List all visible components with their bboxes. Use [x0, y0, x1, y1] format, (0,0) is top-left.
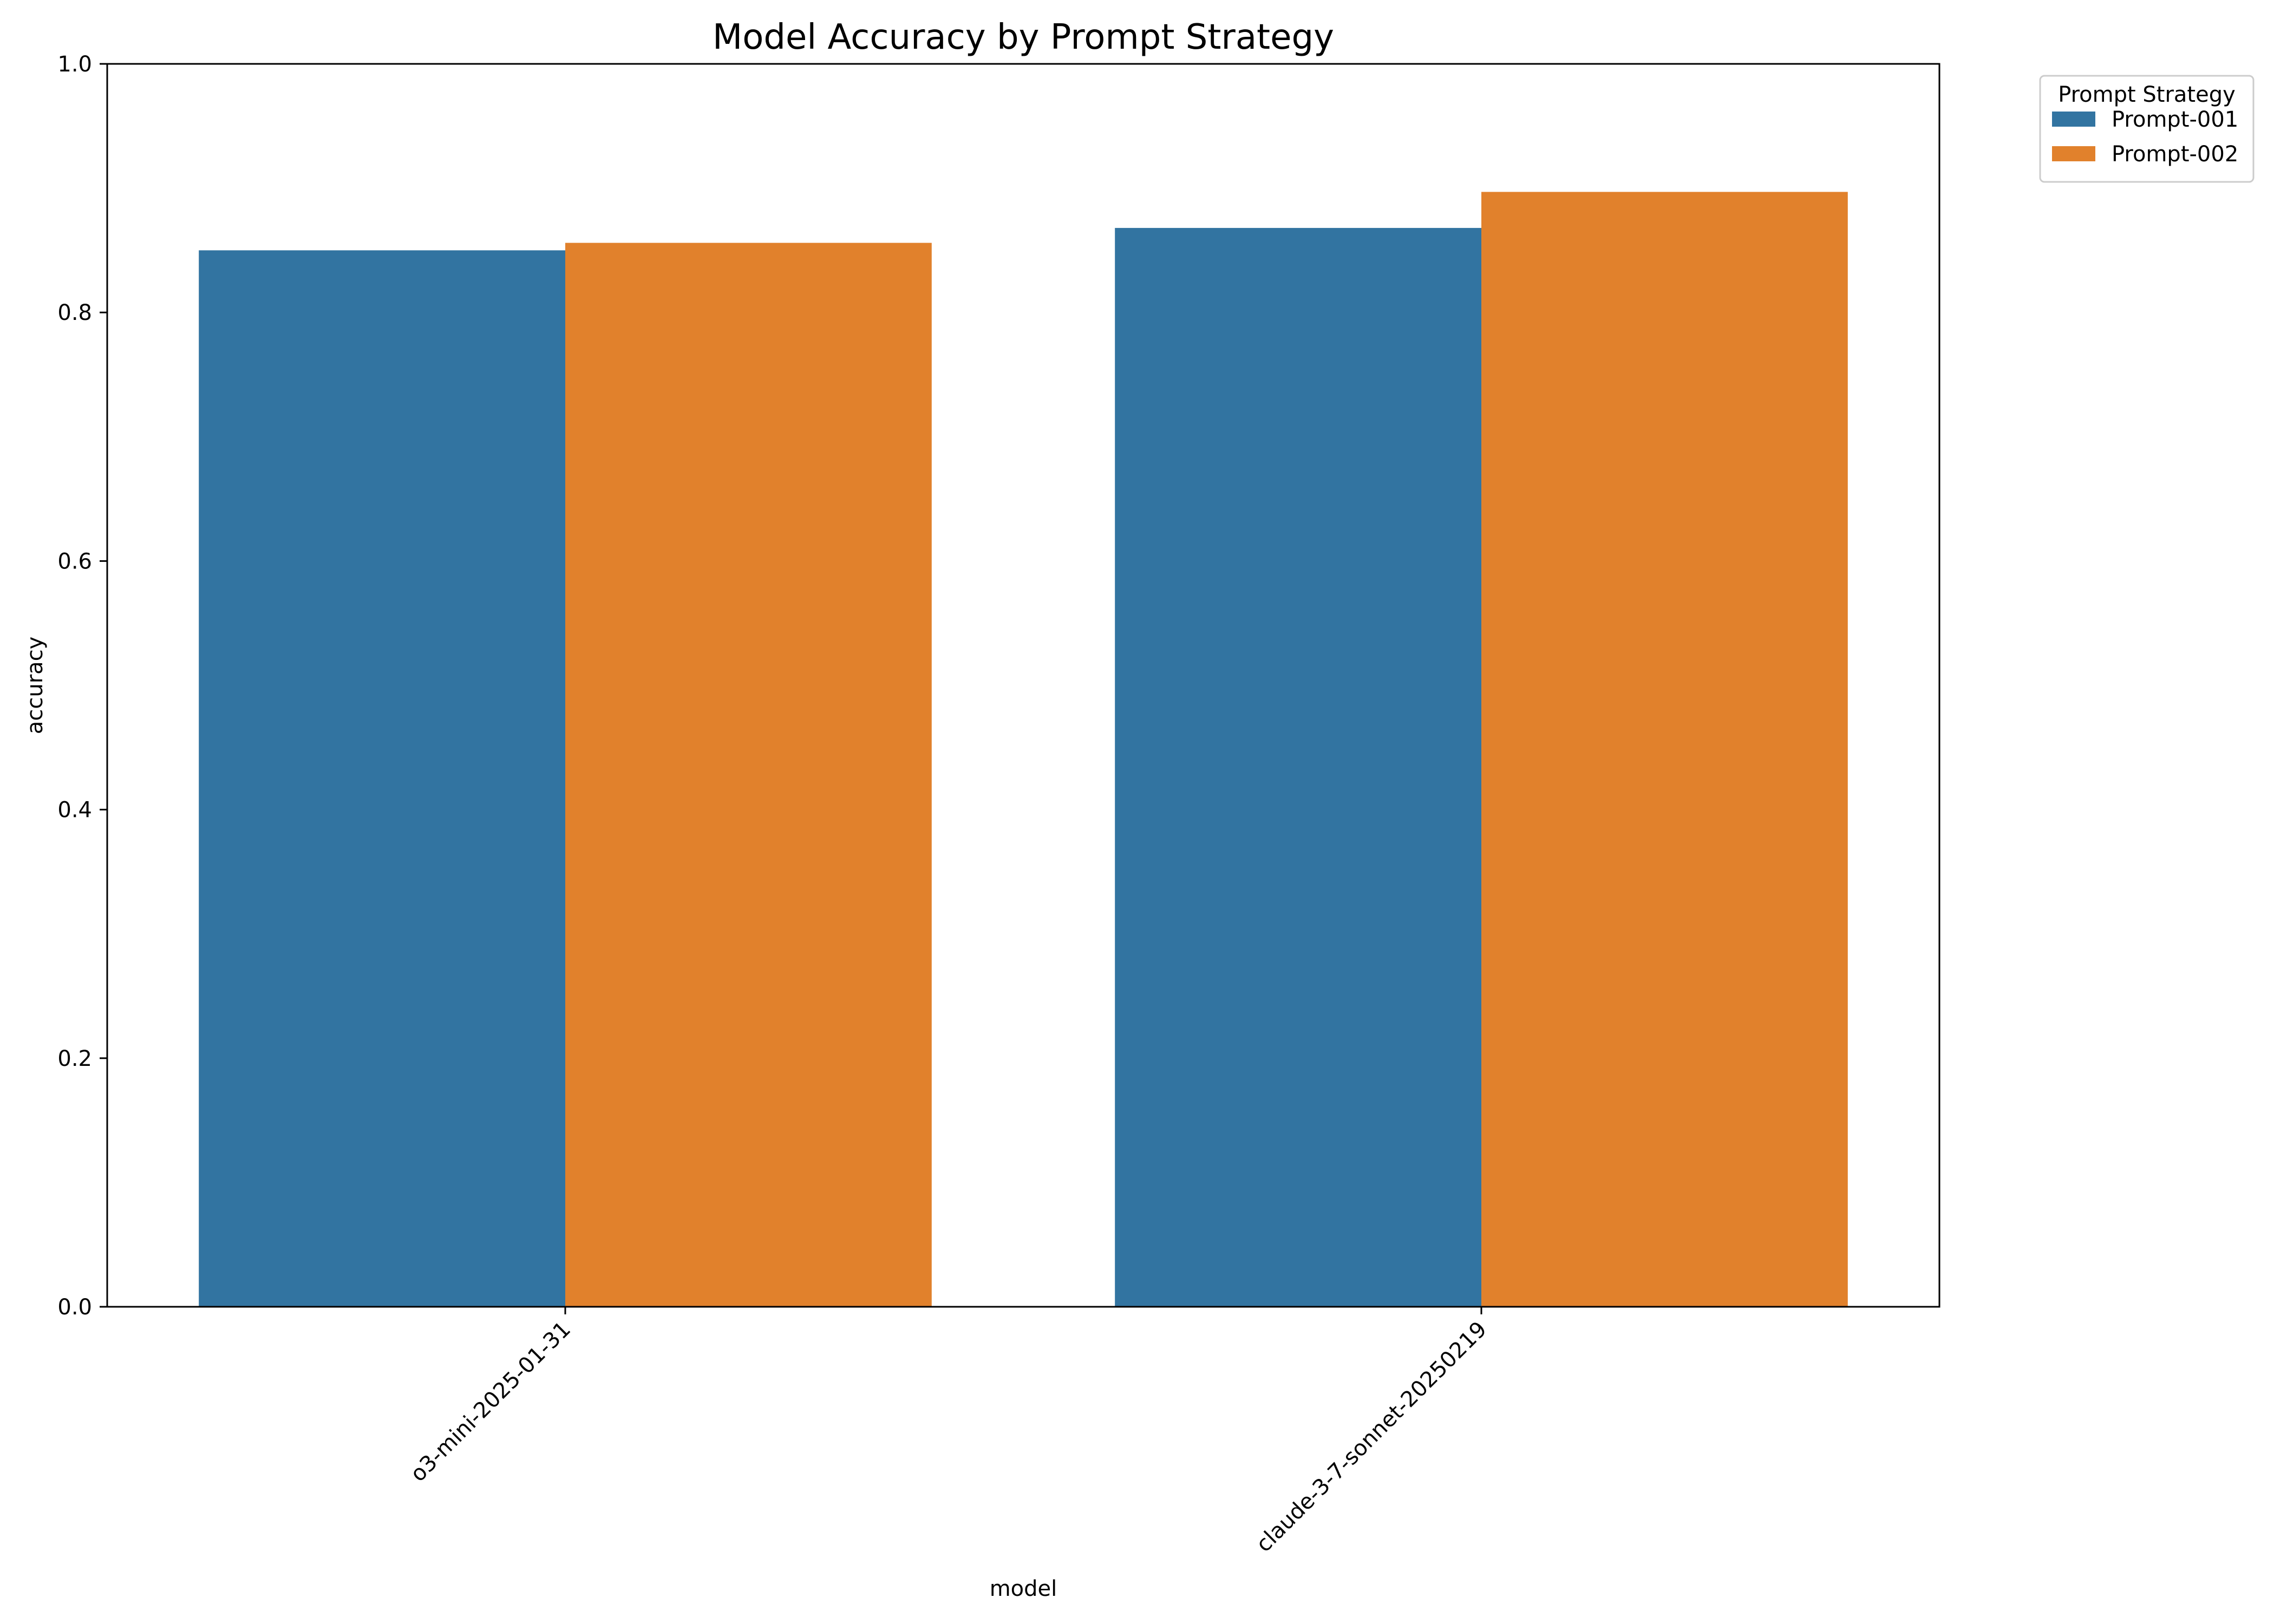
y-tick-label: 0.6 — [57, 549, 92, 574]
y-axis: 0.0 0.2 0.4 0.6 0.8 1.0 — [57, 52, 107, 1320]
y-tick-label: 1.0 — [57, 52, 92, 77]
plot-frame — [106, 63, 1940, 1308]
chart-title: Model Accuracy by Prompt Strategy — [713, 17, 1334, 57]
legend-swatch-prompt-001 — [2052, 112, 2095, 127]
legend-title: Prompt Strategy — [2058, 82, 2236, 107]
legend-label-prompt-002: Prompt-002 — [2112, 142, 2238, 167]
y-axis-label: accuracy — [23, 637, 48, 734]
legend-label-prompt-001: Prompt-001 — [2112, 107, 2238, 132]
y-tick-label: 0.0 — [57, 1295, 92, 1320]
y-tick-label: 0.4 — [57, 798, 92, 823]
bar-prompt-001-1 — [1115, 228, 1481, 1307]
bar-prompt-001-0 — [199, 250, 565, 1307]
y-tick-label: 0.2 — [57, 1046, 92, 1071]
x-axis: o3-mini-2025-01-31 claude-3-7-sonnet-2025… — [406, 1307, 1492, 1557]
bar-prompt-002-0 — [565, 243, 932, 1307]
x-tick-label: claude-3-7-sonnet-20250219 — [1251, 1317, 1492, 1557]
legend: Prompt Strategy Prompt-001 Prompt-002 — [2039, 75, 2255, 183]
x-tick-label: o3-mini-2025-01-31 — [406, 1317, 576, 1487]
bars-group — [199, 192, 1848, 1307]
bar-prompt-002-1 — [1481, 192, 1848, 1307]
legend-swatch-prompt-002 — [2052, 146, 2095, 161]
x-axis-label: model — [990, 1576, 1057, 1601]
y-tick-label: 0.8 — [57, 300, 92, 325]
